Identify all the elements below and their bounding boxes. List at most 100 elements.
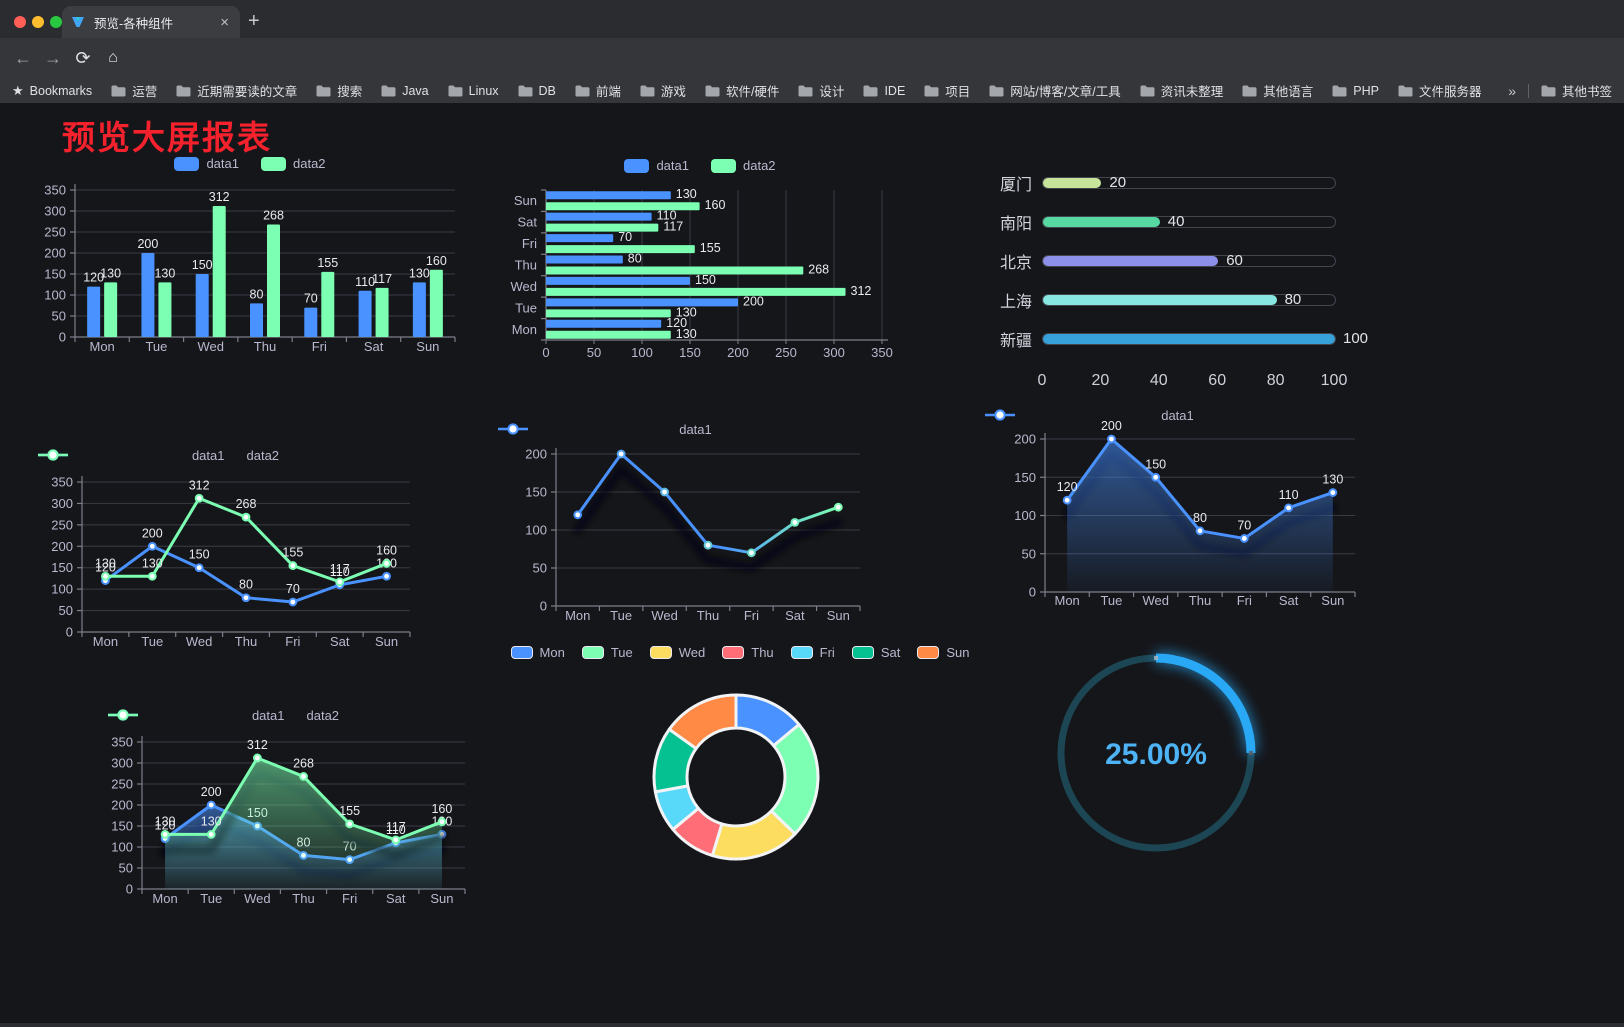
multi-line-chart[interactable]: data1 data2 0 50 100 150 200 250 300 350 Mon Tue Wed… bbox=[38, 440, 433, 655]
legend-item[interactable]: data2 bbox=[38, 448, 280, 463]
svg-text:Mon: Mon bbox=[565, 608, 590, 623]
legend-item[interactable]: Tue bbox=[581, 645, 633, 660]
svg-text:300: 300 bbox=[44, 204, 66, 219]
svg-text:130: 130 bbox=[676, 327, 697, 341]
gauge-chart[interactable]: 25.00% bbox=[1036, 636, 1276, 876]
bookmark-item[interactable]: 资讯未整理 bbox=[1140, 81, 1224, 100]
legend-line-marker bbox=[985, 409, 1015, 421]
legend-item[interactable]: data1 bbox=[108, 708, 285, 723]
svg-text:70: 70 bbox=[286, 582, 300, 596]
reload-icon[interactable]: ⟳ bbox=[75, 48, 91, 68]
svg-text:Wed: Wed bbox=[186, 634, 213, 649]
svg-text:130: 130 bbox=[409, 266, 430, 280]
bookmark-label: 游戏 bbox=[660, 85, 686, 99]
bookmark-item[interactable]: Java bbox=[381, 84, 429, 98]
bookmark-item[interactable]: 文件服务器 bbox=[1398, 81, 1481, 100]
legend-label: data1 bbox=[1161, 408, 1194, 423]
bookmark-item[interactable]: 运营 bbox=[111, 81, 157, 100]
bookmark-item[interactable]: 软件/硬件 bbox=[705, 81, 779, 100]
bookmark-item[interactable]: 其他语言 bbox=[1242, 81, 1313, 100]
legend-item[interactable]: data2 bbox=[261, 156, 326, 171]
legend-item[interactable]: data1 bbox=[624, 158, 689, 173]
legend-item[interactable]: Wed bbox=[649, 645, 705, 660]
bookmark-item[interactable]: DB bbox=[518, 84, 556, 98]
legend-item[interactable]: Sat bbox=[851, 645, 900, 660]
bookmarks-list: 运营 近期需要读的文章 搜索 Java Linux DB 前端 游戏 软件/硬件 设计 IDE 项目 网… bbox=[111, 81, 1500, 100]
legend-label: data2 bbox=[246, 448, 280, 463]
legend-item[interactable]: data1 bbox=[985, 408, 1194, 423]
svg-text:200: 200 bbox=[1101, 419, 1122, 433]
svg-text:200: 200 bbox=[137, 237, 158, 251]
grouped-bar-chart[interactable]: data1 data2 0 50 100 150 200 250 300 350 Mon Tue Wed… bbox=[35, 148, 465, 366]
legend-item[interactable]: data2 bbox=[108, 708, 339, 723]
svg-text:200: 200 bbox=[525, 447, 547, 462]
bookmark-item[interactable]: 项目 bbox=[924, 81, 970, 100]
legend-label: Mon bbox=[539, 645, 565, 660]
svg-text:200: 200 bbox=[743, 294, 764, 308]
bookmark-label: 设计 bbox=[819, 85, 845, 99]
svg-text:350: 350 bbox=[51, 475, 73, 490]
progress-bar-chart[interactable]: 厦门 20 南阳 40 北京 60 上海 80 新疆 100 0 20 40 60 80 100 bbox=[960, 151, 1390, 403]
legend-label: data1 bbox=[679, 422, 712, 437]
legend-item[interactable]: Fri bbox=[790, 645, 835, 660]
legend-item[interactable]: Sun bbox=[917, 645, 969, 660]
tab-close-icon[interactable]: × bbox=[220, 13, 229, 31]
svg-text:Tue: Tue bbox=[515, 300, 537, 315]
dual-area-chart[interactable]: data1 data2 0 50 100 150 200 250 300 350 Mon Tue Wed… bbox=[108, 700, 483, 915]
svg-text:117: 117 bbox=[663, 220, 683, 234]
area-line-chart[interactable]: data1 0 50 100 150 200 Mon Tue Wed Thu Fri Sat Sun 12… bbox=[985, 400, 1370, 615]
home-icon[interactable]: ⌂ bbox=[108, 49, 118, 66]
progress-fill bbox=[1043, 177, 1102, 188]
bookmark-label: 资讯未整理 bbox=[1160, 85, 1224, 99]
svg-text:Sun: Sun bbox=[430, 891, 453, 906]
legend-item[interactable]: data1 bbox=[38, 448, 225, 463]
folder-icon bbox=[1398, 85, 1413, 96]
bookmark-item[interactable]: 设计 bbox=[798, 81, 844, 100]
other-bookmarks-item[interactable]: 其他书签 bbox=[1541, 81, 1612, 100]
folder-icon bbox=[705, 85, 720, 96]
legend-item[interactable]: Thu bbox=[722, 645, 774, 660]
svg-text:268: 268 bbox=[236, 497, 257, 511]
progress-fill bbox=[1043, 216, 1160, 227]
zoom-window-button[interactable] bbox=[50, 16, 62, 28]
line-series: 130 130 312 268 155 117 160 bbox=[95, 478, 397, 587]
new-tab-button[interactable]: + bbox=[248, 10, 260, 32]
svg-text:Thu: Thu bbox=[292, 891, 314, 906]
folder-icon bbox=[316, 85, 331, 96]
bookmark-item[interactable]: PHP bbox=[1332, 84, 1379, 98]
browser-tab[interactable]: 预览-各种组件 × bbox=[62, 6, 240, 38]
svg-text:Thu: Thu bbox=[235, 634, 257, 649]
gradient-line-chart[interactable]: data1 0 50 100 150 200 Mon Tue Wed Thu Fri Sat Sun bbox=[498, 418, 893, 633]
legend-item[interactable]: data1 bbox=[498, 422, 712, 437]
bar-chart-canvas: 0 50 100 150 200 250 300 350 Mon Tue Wed Thu Fri Sat S… bbox=[44, 183, 456, 354]
bookmark-item[interactable]: 网站/博客/文章/工具 bbox=[989, 81, 1121, 100]
donut-chart[interactable]: Mon Tue Wed Thu Fri Sat Sun bbox=[510, 635, 969, 875]
bookmark-item[interactable]: 近期需要读的文章 bbox=[176, 81, 297, 100]
svg-text:250: 250 bbox=[51, 517, 73, 532]
svg-text:Mon: Mon bbox=[89, 339, 114, 354]
progress-fill bbox=[1043, 294, 1277, 305]
forward-icon[interactable]: → bbox=[44, 48, 62, 68]
minimize-window-button[interactable] bbox=[32, 16, 44, 28]
close-window-button[interactable] bbox=[14, 16, 26, 28]
legend-item[interactable]: data1 bbox=[174, 156, 239, 171]
chart-legend: data1 data2 bbox=[35, 156, 465, 171]
bookmarks-overflow-icon[interactable]: » bbox=[1508, 82, 1516, 99]
bookmark-item[interactable]: IDE bbox=[863, 84, 905, 98]
bookmark-item[interactable]: 搜索 bbox=[316, 81, 362, 100]
chart-legend: data1 data2 bbox=[500, 158, 900, 173]
svg-text:Fri: Fri bbox=[522, 236, 537, 251]
bookmarks-manager-item[interactable]: ★ Bookmarks bbox=[12, 83, 92, 99]
svg-text:130: 130 bbox=[155, 814, 176, 828]
back-icon[interactable]: ← bbox=[14, 48, 32, 68]
line-chart-canvas: 0 50 100 150 200 250 300 350 Mon Tue Wed Thu Fri Sat S… bbox=[111, 735, 466, 906]
legend-label: Sun bbox=[946, 645, 970, 660]
legend-item[interactable]: data2 bbox=[711, 158, 776, 173]
bookmark-item[interactable]: 游戏 bbox=[640, 81, 686, 100]
horizontal-bar-chart[interactable]: data1 data2 0 50 100 150 200 250 300 350 Mon Tue Wed… bbox=[500, 148, 900, 366]
progress-value: 80 bbox=[1284, 290, 1302, 308]
bookmark-item[interactable]: 前端 bbox=[575, 81, 621, 100]
bookmark-item[interactable]: Linux bbox=[448, 84, 499, 98]
svg-text:100: 100 bbox=[631, 345, 653, 360]
legend-item[interactable]: Mon bbox=[510, 645, 565, 660]
